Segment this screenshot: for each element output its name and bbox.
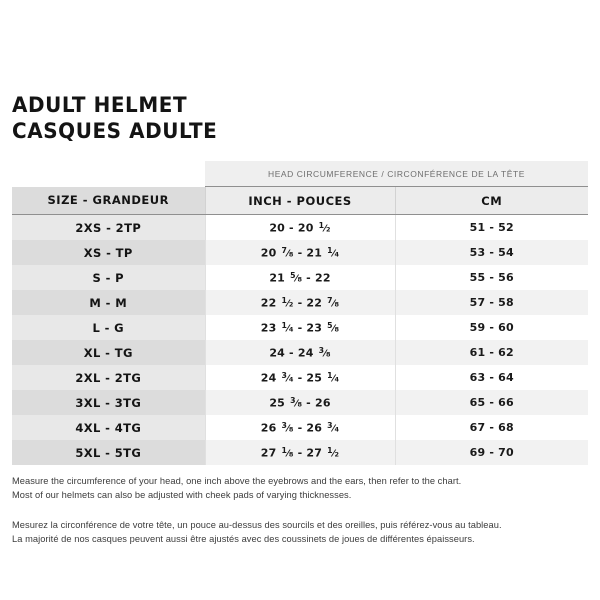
page-title: ADULT HELMET CASQUES ADULTE [12,92,228,144]
table-row: 5XL - 5TG 27 1⁄8 - 27 1⁄2 69 - 70 [12,440,588,465]
column-header-cm: CM [394,186,588,215]
fraction: 1⁄2 [327,445,340,460]
fraction: 3⁄4 [281,370,294,385]
fraction: 5⁄8 [327,320,340,335]
fraction: 1⁄8 [281,445,294,460]
cell-inch: 24 - 24 3⁄8 [204,340,395,365]
table-row: 2XL - 2TG 24 3⁄4 - 25 1⁄4 63 - 64 [12,365,588,390]
size-chart-table: HEAD CIRCUMFERENCE / CIRCONFÉRENCE DE LA… [12,161,588,465]
cell-cm: 69 - 70 [394,440,588,465]
cell-cm: 65 - 66 [394,390,588,415]
table-row: M - M 22 1⁄2 - 22 7⁄8 57 - 58 [12,290,588,315]
cell-inch: 27 1⁄8 - 27 1⁄2 [204,440,395,465]
size-chart-table-wrapper: HEAD CIRCUMFERENCE / CIRCONFÉRENCE DE LA… [12,161,588,465]
cell-inch: 21 5⁄8 - 22 [204,265,395,290]
cell-cm: 55 - 56 [394,265,588,290]
cell-size: 2XS - 2TP [12,214,205,240]
fraction: 1⁄4 [281,320,294,335]
footnotes: Measure the circumference of your head, … [12,474,592,546]
footnote-english: Measure the circumference of your head, … [12,474,592,502]
fraction: 1⁄4 [327,370,340,385]
cell-cm: 67 - 68 [394,415,588,440]
cell-size: 2XL - 2TG [12,365,205,390]
footnote-english-line-2: Most of our helmets can also be adjusted… [12,490,352,500]
fraction: 7⁄8 [281,245,294,260]
fraction: 1⁄2 [281,295,294,310]
table-row: L - G 23 1⁄4 - 23 5⁄8 59 - 60 [12,315,588,340]
cell-size: 5XL - 5TG [12,440,205,465]
footnote-english-line-1: Measure the circumference of your head, … [12,476,462,486]
fraction: 3⁄8 [290,395,303,410]
column-header-size: SIZE - GRANDEUR [12,186,205,215]
column-header-row: SIZE - GRANDEUR INCH - POUCES CM [12,186,588,215]
fraction: 7⁄8 [327,295,340,310]
cell-inch: 24 3⁄4 - 25 1⁄4 [204,365,395,390]
cell-inch: 23 1⁄4 - 23 5⁄8 [204,315,395,340]
table-row: S - P 21 5⁄8 - 22 55 - 56 [12,265,588,290]
title-line-french: CASQUES ADULTE [12,119,218,143]
fraction: 3⁄4 [327,420,340,435]
cell-size: XL - TG [12,340,205,365]
cell-cm: 51 - 52 [394,214,588,240]
head-circumference-header: HEAD CIRCUMFERENCE / CIRCONFÉRENCE DE LA… [205,161,588,187]
cell-cm: 61 - 62 [394,340,588,365]
cell-inch: 20 7⁄8 - 21 1⁄4 [204,240,395,265]
cell-cm: 59 - 60 [394,315,588,340]
footnote-french: Mesurez la circonférence de votre tête, … [12,518,592,546]
footnote-french-line-2: La majorité de nos casques peuvent aussi… [12,534,475,544]
cell-size: XS - TP [12,240,205,265]
table-row: 2XS - 2TP 20 - 20 1⁄2 51 - 52 [12,214,588,240]
fraction: 1⁄2 [318,220,331,235]
cell-inch: 20 - 20 1⁄2 [204,214,395,240]
cell-cm: 63 - 64 [394,365,588,390]
cell-inch: 26 3⁄8 - 26 3⁄4 [204,415,395,440]
cell-inch: 25 3⁄8 - 26 [204,390,395,415]
title-line-english: ADULT HELMET [12,93,188,117]
cell-inch: 22 1⁄2 - 22 7⁄8 [204,290,395,315]
cell-size: 4XL - 4TG [12,415,205,440]
cell-size: 3XL - 3TG [12,390,205,415]
fraction: 3⁄8 [318,345,331,360]
merged-header-row: HEAD CIRCUMFERENCE / CIRCONFÉRENCE DE LA… [12,161,588,187]
table-head: HEAD CIRCUMFERENCE / CIRCONFÉRENCE DE LA… [12,161,588,215]
footnote-french-line-1: Mesurez la circonférence de votre tête, … [12,520,502,530]
table-row: XL - TG 24 - 24 3⁄8 61 - 62 [12,340,588,365]
cell-cm: 53 - 54 [394,240,588,265]
table-row: 3XL - 3TG 25 3⁄8 - 26 65 - 66 [12,390,588,415]
cell-size: S - P [12,265,205,290]
table-row: 4XL - 4TG 26 3⁄8 - 26 3⁄4 67 - 68 [12,415,588,440]
column-header-inch: INCH - POUCES [204,186,395,215]
corner-cell [12,161,205,187]
cell-size: M - M [12,290,205,315]
table-row: XS - TP 20 7⁄8 - 21 1⁄4 53 - 54 [12,240,588,265]
cell-size: L - G [12,315,205,340]
cell-cm: 57 - 58 [394,290,588,315]
fraction: 3⁄8 [281,420,294,435]
table-body: 2XS - 2TP 20 - 20 1⁄2 51 - 52 XS - TP 20 7⁄8… [12,214,588,465]
fraction: 1⁄4 [327,245,340,260]
fraction: 5⁄8 [290,270,303,285]
